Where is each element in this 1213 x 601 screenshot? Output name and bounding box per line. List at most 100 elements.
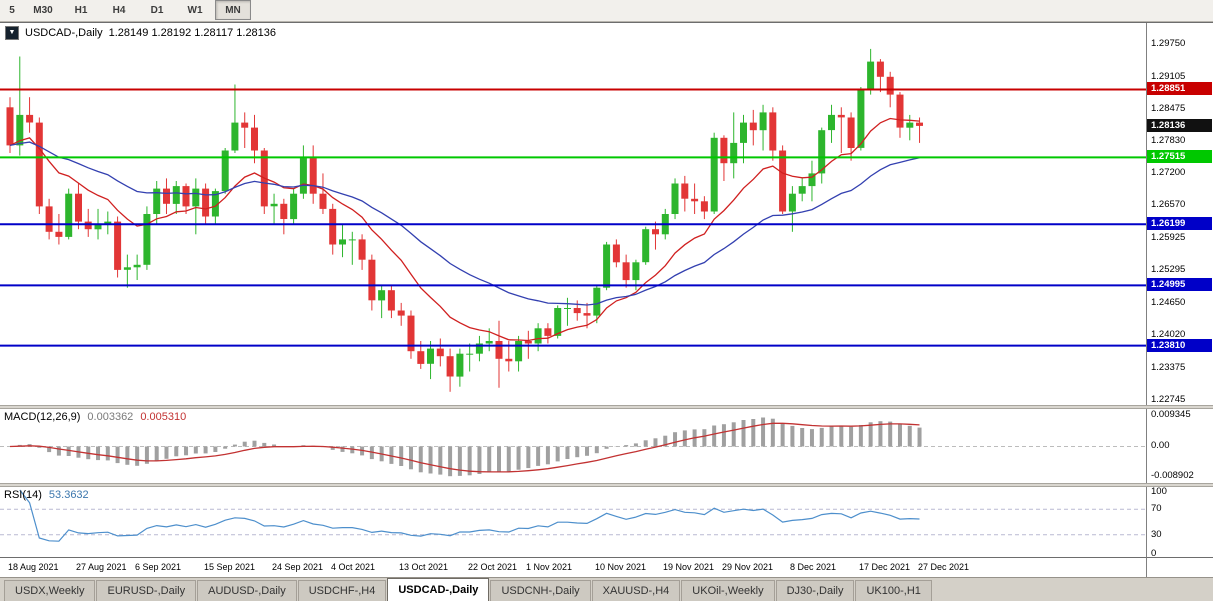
candle <box>407 310 415 359</box>
candle <box>378 284 386 318</box>
price-level-badge: 1.26199 <box>1147 216 1212 230</box>
candle <box>241 111 249 148</box>
candle <box>280 198 288 234</box>
price-level-badge: 1.23810 <box>1147 338 1212 352</box>
candle <box>309 144 317 204</box>
date-label: 6 Sep 2021 <box>135 561 182 572</box>
candle <box>837 106 845 153</box>
axis-corner <box>1146 556 1213 577</box>
date-label: 17 Dec 2021 <box>859 561 911 572</box>
chart-tab-usdcnh-daily[interactable]: USDCNH-,Daily <box>490 580 591 601</box>
chart-tab-usdx-weekly[interactable]: USDX,Weekly <box>4 580 96 601</box>
chart-tab-eurusd-daily[interactable]: EURUSD-,Daily <box>96 580 197 601</box>
date-label: 22 Oct 2021 <box>468 561 518 572</box>
candle <box>798 177 806 201</box>
date-label: 29 Nov 2021 <box>722 561 774 572</box>
moving-average-line-30 <box>9 141 920 306</box>
rsi-tick-label: 100 <box>1151 486 1167 497</box>
candle <box>769 106 777 161</box>
candle <box>75 183 82 229</box>
candle <box>671 177 679 219</box>
candle <box>35 117 43 214</box>
candle <box>700 195 708 219</box>
chart-dropdown-icon[interactable]: ▼ <box>5 25 19 40</box>
macd-chart[interactable] <box>0 409 1146 483</box>
date-label: 15 Sep 2021 <box>204 561 256 572</box>
candle <box>867 48 875 95</box>
candle <box>436 338 444 366</box>
rsi-label-row: RSI(14) 53.3632 <box>4 489 89 501</box>
candle <box>857 86 865 151</box>
macd-panel[interactable]: MACD(12,26,9) 0.003362 0.005310 <box>0 408 1146 483</box>
rsi-value-axis: 100 70 30 0 <box>1146 486 1213 557</box>
chart-ohlc-values: 1.28149 1.28192 1.28117 1.28136 <box>108 26 277 39</box>
candle <box>642 226 650 265</box>
candle <box>319 172 327 214</box>
chart-symbol-label: USDCAD-,Daily <box>25 26 103 39</box>
chart-title: ▼ USDCAD-,Daily 1.28149 1.28192 1.28117 … <box>5 25 277 40</box>
date-label: 27 Dec 2021 <box>918 561 970 572</box>
candle <box>299 144 307 199</box>
candle <box>564 297 571 326</box>
candle <box>123 254 131 288</box>
panel-divider-macd[interactable] <box>0 404 1213 409</box>
rsi-tick-label: 30 <box>1151 528 1162 540</box>
timeframe-button-m30[interactable]: M30 <box>33 4 53 16</box>
timeframe-button-w1[interactable]: W1 <box>187 4 203 16</box>
chart-tab-ukoil-weekly[interactable]: UKOil-,Weekly <box>681 580 775 601</box>
rsi-chart[interactable] <box>0 487 1146 557</box>
timeframe-button-d1[interactable]: D1 <box>150 4 164 16</box>
timeframe-toolbar: 5 M30 H1 H4 D1 W1 MN <box>0 0 1213 22</box>
candle <box>143 205 151 270</box>
timeframe-button-mn[interactable]: MN <box>215 0 251 21</box>
macd-signal-value: 0.005310 <box>140 410 187 423</box>
chart-tab-xauusd-h4[interactable]: XAUUSD-,H4 <box>591 580 681 601</box>
candle <box>339 223 346 257</box>
price-tick-label: 1.27200 <box>1151 166 1186 178</box>
candle <box>691 183 699 214</box>
candle <box>84 208 92 237</box>
chart-tab-audusd-daily[interactable]: AUDUSD-,Daily <box>197 580 297 601</box>
date-label: 27 Aug 2021 <box>76 561 127 572</box>
time-axis: 18 Aug 2021 27 Aug 2021 6 Sep 2021 15 Sep 2… <box>0 556 1146 577</box>
rsi-panel[interactable]: RSI(14) 53.3632 <box>0 486 1146 557</box>
candle <box>45 198 53 239</box>
rsi-tick-label: 70 <box>1151 502 1162 514</box>
price-level-badge: 1.28136 <box>1147 118 1212 132</box>
chart-tab-usdchf-h4[interactable]: USDCHF-,H4 <box>297 580 387 601</box>
timeframe-button-h4[interactable]: H4 <box>112 4 126 16</box>
candle <box>114 216 122 278</box>
chart-tab-uk100-h1[interactable]: UK100-,H1 <box>855 580 932 601</box>
main-chart-panel[interactable]: ▼ USDCAD-,Daily 1.28149 1.28192 1.28117 … <box>0 22 1146 405</box>
candle <box>387 284 395 318</box>
date-label: 4 Oct 2021 <box>331 561 376 572</box>
candle <box>397 302 405 326</box>
timeframe-button-h1[interactable]: H1 <box>74 4 88 16</box>
candle <box>828 104 835 143</box>
candle <box>808 160 816 201</box>
macd-value-axis: 0.009345 0.00 -0.008902 <box>1146 408 1213 483</box>
timeframe-button-5[interactable]: 5 <box>9 4 15 16</box>
price-tick-label: 1.26570 <box>1151 198 1186 210</box>
candle <box>759 104 767 151</box>
date-label: 1 Nov 2021 <box>526 561 573 572</box>
candle <box>368 254 376 311</box>
price-level-badge: 1.27515 <box>1147 149 1212 163</box>
candle <box>573 299 581 321</box>
panel-divider-rsi[interactable] <box>0 482 1213 487</box>
candlestick-chart[interactable] <box>0 23 1146 405</box>
candle <box>153 180 161 224</box>
chart-tab-dj30-daily[interactable]: DJ30-,Daily <box>775 580 855 601</box>
candle <box>290 188 298 224</box>
chart-tab-usdcad-daily[interactable]: USDCAD-,Daily <box>387 578 490 601</box>
candle <box>163 177 170 214</box>
price-tick-label: 1.28475 <box>1151 102 1186 114</box>
candle <box>876 58 884 92</box>
candle <box>192 177 200 234</box>
rsi-line <box>19 489 920 542</box>
candle <box>916 117 923 143</box>
candle <box>270 193 278 224</box>
candle <box>534 322 542 351</box>
candle <box>495 320 503 388</box>
